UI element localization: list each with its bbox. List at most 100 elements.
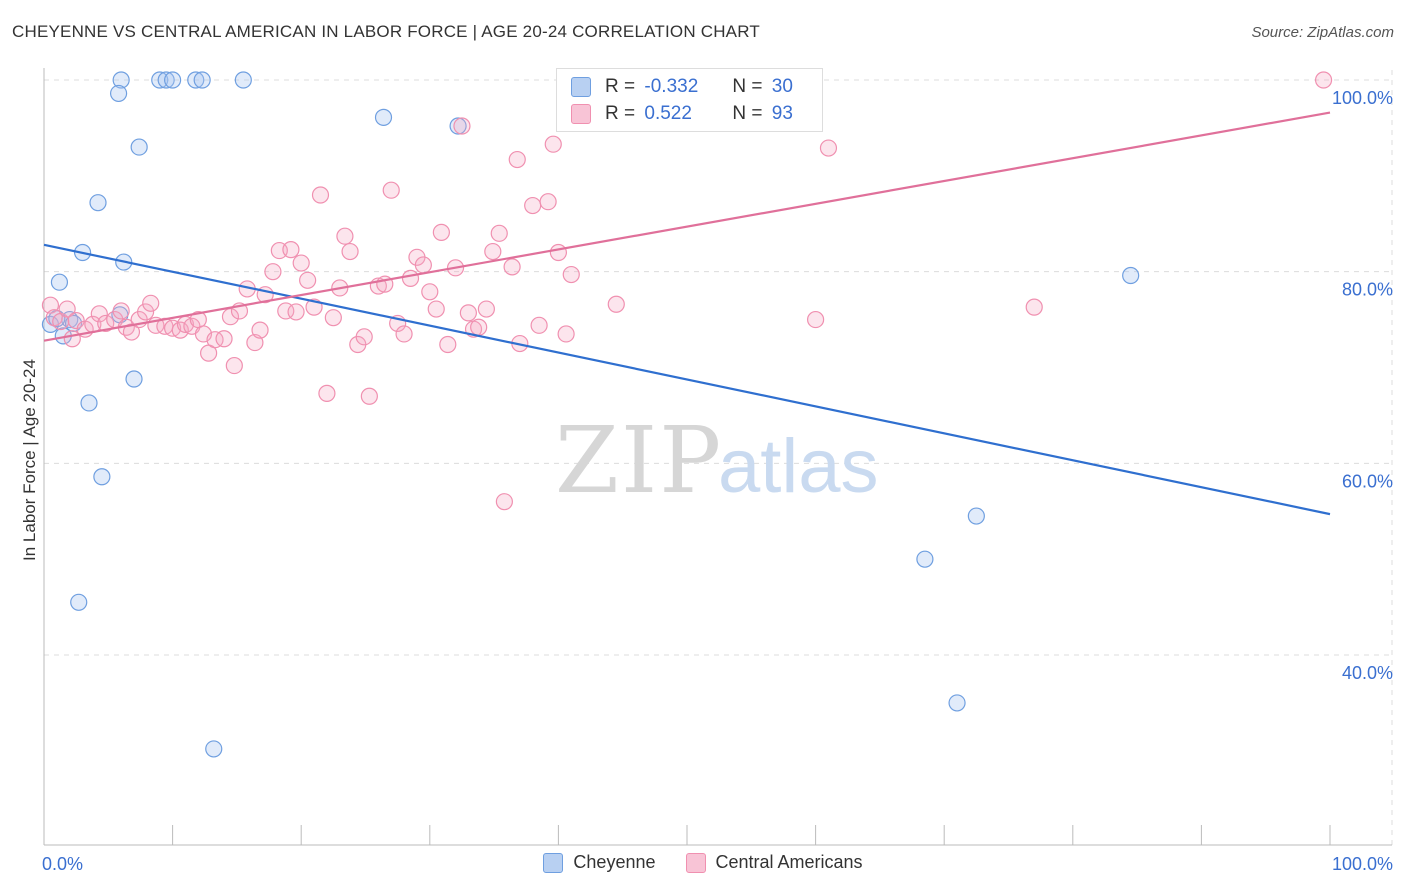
central-americans-point: [439, 335, 457, 354]
central-americans-point: [251, 321, 269, 339]
r-value: 0.522: [644, 103, 692, 124]
central-americans-point: [112, 302, 130, 320]
central-americans-point: [477, 300, 495, 318]
central-americans-point: [324, 309, 342, 327]
central-americans-point: [299, 271, 317, 289]
cheyenne-point: [164, 71, 182, 89]
trend-lines: [43, 111, 1331, 516]
cheyenne-point: [374, 108, 393, 126]
central-americans-point: [459, 304, 477, 322]
central-americans-point: [382, 181, 400, 199]
cheyenne-point: [205, 740, 223, 758]
central-americans-point: [287, 303, 305, 321]
n-value: 93: [771, 103, 793, 124]
central-americans-point: [97, 314, 115, 333]
r-label: R =: [605, 103, 636, 124]
y-tick-label: 40.0%: [1342, 663, 1393, 683]
central-americans-point: [282, 241, 300, 259]
central-americans-point: [292, 254, 310, 272]
cheyenne-point: [89, 194, 107, 212]
central-americans-point: [421, 283, 439, 301]
cheyenne-point: [80, 394, 98, 412]
cheyenne-point: [93, 468, 111, 486]
cheyenne-point: [130, 138, 148, 156]
stats-row-central-americans: R = 0.522 N = 93: [571, 101, 793, 127]
n-label: N =: [732, 103, 763, 124]
central-americans-point: [495, 493, 513, 511]
central-americans-point: [470, 318, 488, 336]
r-value: -0.332: [644, 76, 699, 97]
central-americans-point: [562, 265, 580, 284]
y-tick-label: 100.0%: [1332, 88, 1393, 108]
r-label: R =: [605, 76, 636, 97]
legend-item-central-americans: Central Americans: [685, 852, 863, 873]
central-americans-swatch: [571, 104, 591, 124]
cheyenne-point: [916, 550, 934, 568]
cheyenne-point: [193, 71, 211, 89]
cheyenne-point: [151, 71, 169, 89]
central-americans-point: [607, 295, 625, 313]
central-americans-point: [414, 256, 432, 274]
central-americans-point: [336, 227, 354, 245]
watermark-zip: ZIP: [555, 407, 723, 514]
cheyenne-point: [449, 117, 467, 135]
central-americans-point: [225, 356, 243, 375]
cheyenne-swatch: [571, 77, 591, 97]
cheyenne-point: [1122, 266, 1140, 285]
central-americans-point: [58, 300, 76, 318]
central-americans-point: [1314, 71, 1333, 89]
central-americans-point: [215, 330, 233, 348]
central-americans-trend-line: [43, 111, 1331, 342]
n-value: 30: [771, 76, 793, 97]
central-americans-point: [136, 303, 155, 321]
cheyenne-point: [157, 71, 175, 89]
chart-title: CHEYENNE VS CENTRAL AMERICAN IN LABOR FO…: [12, 22, 760, 41]
cheyenne-point: [109, 84, 128, 103]
legend-item-cheyenne: Cheyenne: [543, 852, 656, 873]
series-legend: Cheyenne Central Americans: [0, 852, 1406, 873]
legend-label: Central Americans: [715, 852, 863, 872]
central-americans-point: [311, 186, 330, 204]
legend-label: Cheyenne: [573, 852, 656, 872]
central-americans-point: [395, 325, 413, 343]
y-tick-label: 60.0%: [1342, 471, 1393, 491]
central-americans-point: [530, 316, 548, 334]
central-americans-point: [401, 269, 420, 287]
cheyenne-point: [70, 593, 88, 611]
central-americans-point: [360, 387, 378, 405]
x-tick-label-min: 0.0%: [42, 854, 83, 874]
central-americans-point: [806, 310, 825, 329]
central-americans-point: [503, 258, 521, 276]
cheyenne-point: [125, 370, 143, 388]
central-americans-point: [549, 243, 568, 262]
stats-legend: R = -0.332 N = 30 R = 0.522 N = 93: [556, 68, 823, 132]
source-label: Source: ZipAtlas.com: [1251, 24, 1394, 41]
n-label: N =: [732, 76, 763, 97]
central-americans-point: [341, 242, 359, 261]
central-americans-point: [1025, 298, 1043, 316]
central-americans-point: [490, 224, 508, 242]
cheyenne-point: [967, 507, 985, 525]
cheyenne-point: [187, 71, 205, 89]
central-americans-point: [427, 300, 445, 318]
central-americans-point: [90, 305, 108, 323]
central-americans-point: [484, 242, 502, 261]
y-tick-labels: 40.0% 60.0% 80.0% 100.0%: [1332, 88, 1393, 683]
central-americans-point: [544, 135, 562, 153]
cheyenne-point: [112, 71, 130, 89]
central-americans-point: [142, 294, 160, 312]
central-americans-point: [508, 150, 526, 169]
stats-row-cheyenne: R = -0.332 N = 30: [571, 74, 793, 100]
central-americans-point: [453, 117, 471, 135]
axes: [43, 68, 1392, 846]
central-americans-point: [539, 193, 557, 211]
central-americans-point: [67, 311, 85, 330]
central-americans-point: [819, 139, 838, 157]
cheyenne-point: [948, 694, 966, 712]
central-americans-point: [355, 328, 373, 346]
x-tick-label-max: 100.0%: [1332, 854, 1393, 874]
central-americans-point: [557, 325, 575, 343]
y-axis-label: In Labor Force | Age 20-24: [20, 359, 39, 561]
